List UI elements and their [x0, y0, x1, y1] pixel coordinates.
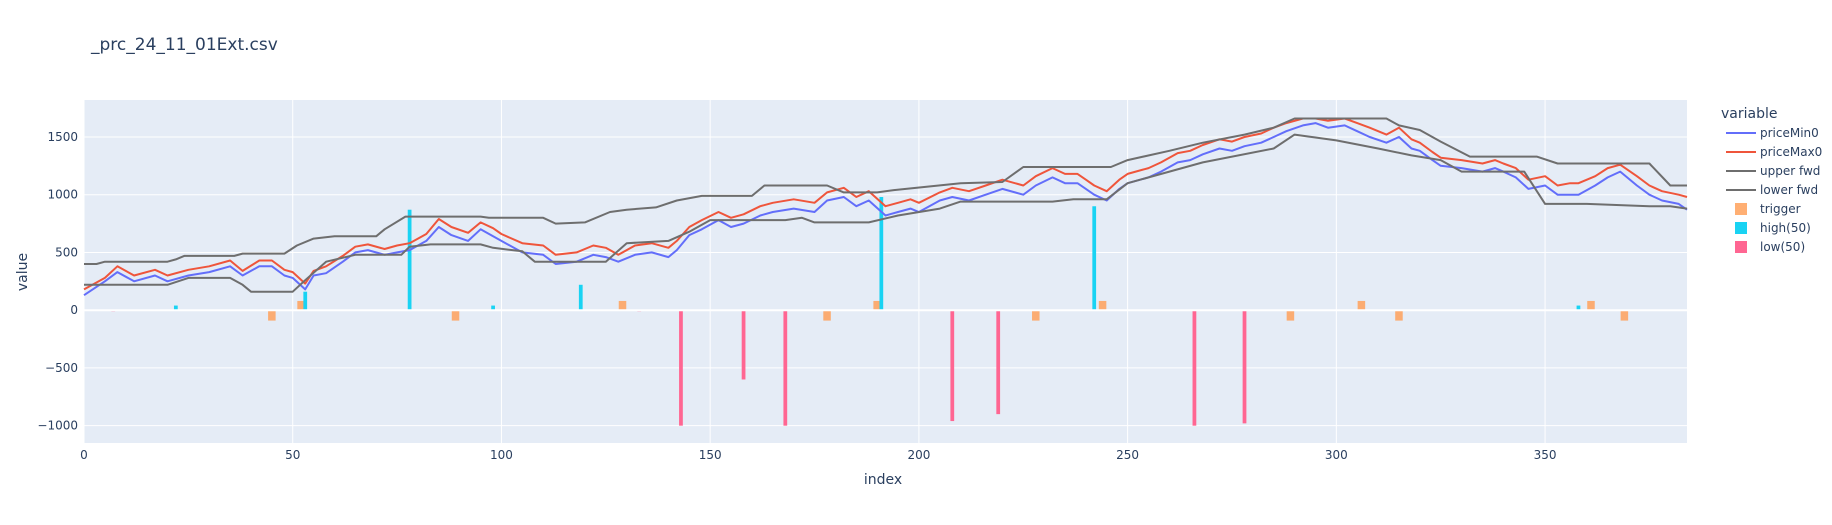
bar-trigger: [618, 300, 627, 311]
bar-trigger: [873, 300, 881, 311]
y-tick-label: −500: [45, 361, 78, 375]
x-tick-label: 350: [1534, 448, 1557, 462]
bar-high-50: [879, 197, 884, 311]
bar-high-50: [578, 284, 583, 311]
bar-low-50: [741, 310, 746, 380]
bar-high-50: [173, 305, 178, 311]
bar-trigger: [451, 310, 460, 321]
legend-swatch: [1735, 203, 1747, 215]
legend-item-pricemax0[interactable]: priceMax0: [1726, 145, 1822, 159]
bar-series: [111, 197, 1629, 426]
bar-trigger: [1357, 300, 1366, 311]
y-tick-label: 0: [70, 303, 78, 317]
legend-label: trigger: [1760, 202, 1801, 216]
line-upper-fwd: [84, 117, 1687, 265]
y-tick-label: 1500: [47, 130, 78, 144]
bar-trigger: [1286, 310, 1295, 321]
bar-trigger: [1395, 310, 1403, 321]
y-tick-label: −1000: [37, 419, 78, 433]
x-tick-label: 300: [1325, 448, 1348, 462]
legend-label: high(50): [1760, 221, 1811, 235]
bar-high-50: [491, 305, 495, 311]
bar-low-50: [950, 310, 955, 422]
legend-label: upper fwd: [1760, 164, 1820, 178]
bar-trigger: [1620, 310, 1629, 321]
legend-item-upper-fwd[interactable]: upper fwd: [1726, 164, 1820, 178]
y-tick-label: 1000: [47, 188, 78, 202]
x-tick-label: 0: [80, 448, 88, 462]
x-axis-title: index: [864, 472, 902, 488]
legend-item-lower-fwd[interactable]: lower fwd: [1726, 183, 1818, 197]
legend[interactable]: variable priceMin0 priceMax0 upper fwd lowe…: [1721, 106, 1822, 254]
bar-low-50: [679, 310, 683, 426]
line-series: [83, 117, 1688, 297]
y-tick-label: 500: [55, 245, 78, 259]
legend-label: low(50): [1760, 240, 1805, 254]
legend-item-trigger[interactable]: trigger: [1735, 202, 1801, 216]
bar-trigger: [297, 300, 305, 311]
bar-trigger: [823, 310, 831, 321]
grid: [83, 100, 1687, 443]
x-tick-label: 200: [907, 448, 930, 462]
legend-title: variable: [1721, 106, 1777, 122]
bar-low-50: [1192, 310, 1197, 426]
line-pricemax0: [83, 117, 1688, 291]
bar-low-50: [783, 310, 788, 426]
bar-high-50: [303, 291, 308, 311]
bar-trigger: [1032, 310, 1040, 321]
bar-low-50: [996, 310, 1001, 415]
line-lower-fwd: [84, 133, 1688, 293]
bar-trigger: [268, 310, 276, 321]
legend-item-high-50[interactable]: high(50): [1735, 221, 1811, 235]
bar-low-50: [1242, 310, 1247, 424]
y-axis-title: value: [15, 253, 31, 291]
legend-item-low-50[interactable]: low(50): [1735, 240, 1805, 254]
line-pricemin0: [83, 122, 1688, 297]
legend-label: priceMax0: [1760, 145, 1822, 159]
x-tick-label: 50: [285, 448, 300, 462]
legend-item-pricemin0[interactable]: priceMin0: [1726, 126, 1819, 140]
legend-label: priceMin0: [1760, 126, 1819, 140]
bar-high-50: [1576, 305, 1581, 311]
x-axis-ticks: 0 50 100 150 200 250 300 350: [80, 448, 1556, 462]
x-tick-label: 150: [699, 448, 722, 462]
bar-trigger: [1587, 300, 1595, 311]
legend-label: lower fwd: [1760, 183, 1818, 197]
x-tick-label: 100: [490, 448, 513, 462]
x-tick-label: 250: [1116, 448, 1139, 462]
bar-trigger: [1098, 300, 1107, 311]
legend-swatch: [1735, 241, 1747, 253]
y-axis-ticks: −1000 −500 0 500 1000 1500: [37, 130, 78, 433]
legend-swatch: [1735, 222, 1747, 234]
chart-title: _prc_24_11_01Ext.csv: [90, 35, 278, 55]
bar-high-50: [1092, 206, 1097, 311]
plot-area: [84, 100, 1687, 443]
bar-high-50: [407, 209, 412, 311]
